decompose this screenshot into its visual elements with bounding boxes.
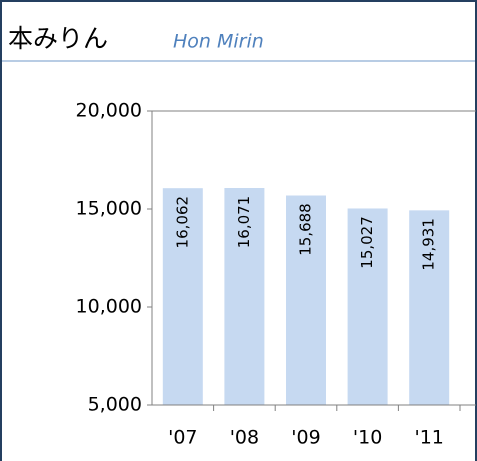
bar xyxy=(162,188,203,405)
y-tick-label: 10,000 xyxy=(76,296,142,318)
x-tick-label: '10 xyxy=(353,427,382,449)
y-tick-label: 5,000 xyxy=(88,394,142,416)
value-label: 16,071 xyxy=(235,196,253,249)
value-label: 15,688 xyxy=(297,203,315,256)
value-label: 15,027 xyxy=(358,216,376,269)
chart-subtitle: Hon Mirin xyxy=(173,31,264,53)
x-tick-label: '11 xyxy=(414,427,443,449)
bar xyxy=(409,210,450,405)
value-label: 14,931 xyxy=(420,218,438,271)
y-tick-label: 20,000 xyxy=(76,100,142,122)
chart-title: 本みりん xyxy=(8,24,108,53)
value-label: 16,062 xyxy=(173,196,191,249)
bar xyxy=(286,195,326,405)
bar xyxy=(224,188,265,405)
x-tick-label: '08 xyxy=(230,427,259,449)
bar xyxy=(347,208,388,405)
x-tick-label: '07 xyxy=(168,427,197,449)
y-tick-label: 15,000 xyxy=(76,198,142,220)
x-tick-label: '09 xyxy=(291,427,320,449)
